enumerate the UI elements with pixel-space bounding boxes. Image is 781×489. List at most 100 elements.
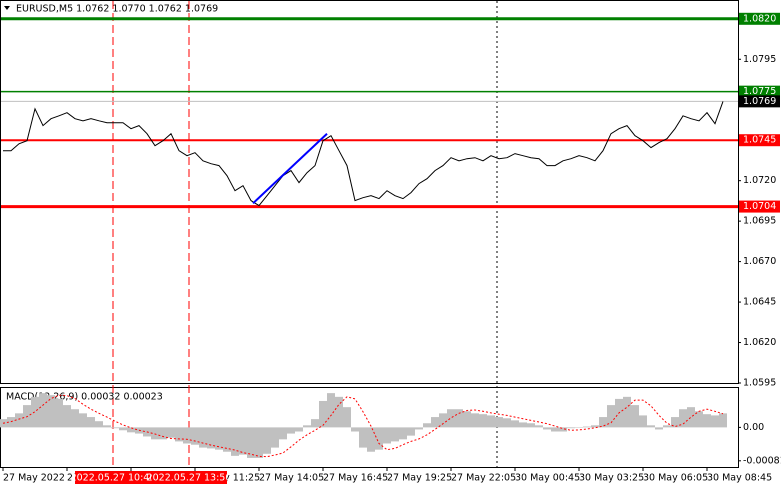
macd-bar — [591, 425, 599, 428]
macd-bar — [15, 413, 23, 428]
macd-bar — [527, 423, 535, 428]
macd-bar — [351, 427, 359, 432]
macd-bar — [423, 423, 431, 428]
macd-bar — [63, 405, 71, 428]
time-marker-box — [75, 471, 151, 484]
macd-bar — [335, 396, 343, 428]
macd-bar — [647, 425, 655, 428]
macd-bar — [343, 407, 351, 428]
x-tick-label: 30 May 06:05 — [643, 473, 708, 484]
macd-bar — [639, 415, 647, 428]
macd-bar — [687, 407, 695, 428]
macd-bar — [559, 427, 567, 432]
macd-bar — [287, 427, 295, 434]
macd-bar — [47, 395, 55, 428]
macd-bar — [263, 427, 271, 454]
chart-title: EURUSD,M5 1.0762 1.0770 1.0762 1.0769 — [16, 4, 218, 15]
level-label-box — [739, 12, 780, 25]
macd-bar — [303, 425, 311, 428]
level-label: 1.0769 — [743, 96, 776, 107]
macd-bar — [223, 427, 231, 452]
macd-bar — [31, 396, 39, 428]
macd-bar — [191, 427, 199, 445]
macd-bar — [159, 427, 167, 440]
macd-bar — [439, 413, 447, 428]
macd-bar — [247, 427, 255, 458]
x-tick-label: 27 May 22:05 — [451, 473, 516, 484]
macd-bar — [319, 400, 327, 428]
y-tick-label: -0.00081 — [743, 455, 781, 466]
macd-bar — [711, 415, 719, 428]
macd-bar — [583, 426, 591, 428]
macd-bar — [95, 421, 103, 428]
macd-bar — [447, 409, 455, 428]
macd-bar — [271, 427, 279, 448]
macd-bar — [391, 427, 399, 442]
y-tick-label: 0.00 — [743, 422, 764, 433]
macd-bar — [431, 417, 439, 428]
macd-bar — [327, 393, 335, 428]
trendline — [252, 133, 328, 205]
level-label: 1.0745 — [743, 135, 776, 146]
macd-bar — [503, 418, 511, 428]
macd-bar — [119, 427, 127, 431]
y-tick-label: 1.0595 — [743, 378, 776, 389]
x-tick-label: 30 May 03:25 — [579, 473, 644, 484]
time-marker-label: 2022.05.27 10:40 — [71, 473, 156, 484]
y-tick-label: 1.0670 — [743, 256, 776, 267]
macd-bar — [455, 409, 463, 428]
macd-bar — [7, 417, 15, 428]
macd-bar — [671, 417, 679, 428]
macd-bar — [703, 414, 711, 428]
macd-bar — [415, 427, 423, 430]
macd-title: MACD(12,26,9) 0.00032 0.00023 — [6, 392, 163, 403]
x-tick-label: 27 May 2022 — [3, 473, 65, 484]
macd-bar — [535, 425, 543, 428]
y-tick-label: 1.0795 — [743, 54, 776, 65]
level-label: 1.0820 — [743, 13, 776, 24]
macd-bar — [487, 415, 495, 428]
macd-bar — [311, 419, 319, 428]
x-tick-label: 27 May 11:25 — [195, 473, 260, 484]
y-tick-label: 1.0720 — [743, 175, 776, 186]
macd-bar — [511, 420, 519, 428]
macd-bar — [383, 427, 391, 444]
level-label: 1.0704 — [743, 201, 776, 212]
macd-bar — [471, 413, 479, 428]
x-tick-label: 30 May 08:45 — [707, 473, 772, 484]
macd-bar — [495, 417, 503, 428]
macd-bar — [663, 425, 671, 428]
macd-bar — [575, 427, 583, 428]
y-tick-label: 1.0695 — [743, 216, 776, 227]
y-tick-label: 1.0645 — [743, 297, 776, 308]
macd-bar — [167, 427, 175, 438]
macd-bar — [479, 414, 487, 428]
macd-bar — [551, 427, 559, 432]
macd-bar — [631, 405, 639, 428]
price-line — [3, 101, 724, 207]
macd-bar — [695, 411, 703, 428]
macd-bar — [399, 427, 407, 440]
macd-bar — [519, 422, 527, 428]
macd-bar — [567, 427, 575, 429]
level-label-box — [739, 134, 780, 147]
y-tick-label: 1.0620 — [743, 337, 776, 348]
macd-bar — [719, 413, 727, 428]
level-label-box — [739, 85, 780, 98]
macd-bar — [111, 427, 119, 429]
macd-bar — [295, 427, 303, 432]
macd-bar — [407, 427, 415, 436]
x-tick-label: 30 May 00:45 — [515, 473, 580, 484]
macd-bar — [255, 427, 263, 458]
time-marker-box — [151, 471, 227, 484]
x-tick-label: 27 May 14:05 — [259, 473, 324, 484]
macd-bar — [151, 427, 159, 440]
macd-bar — [199, 427, 207, 448]
macd-bar — [279, 427, 287, 440]
macd-bar — [231, 427, 239, 456]
macd-bar — [103, 425, 111, 428]
macd-bar — [607, 405, 615, 428]
macd-bar — [239, 427, 247, 455]
level-label-box — [739, 200, 780, 213]
